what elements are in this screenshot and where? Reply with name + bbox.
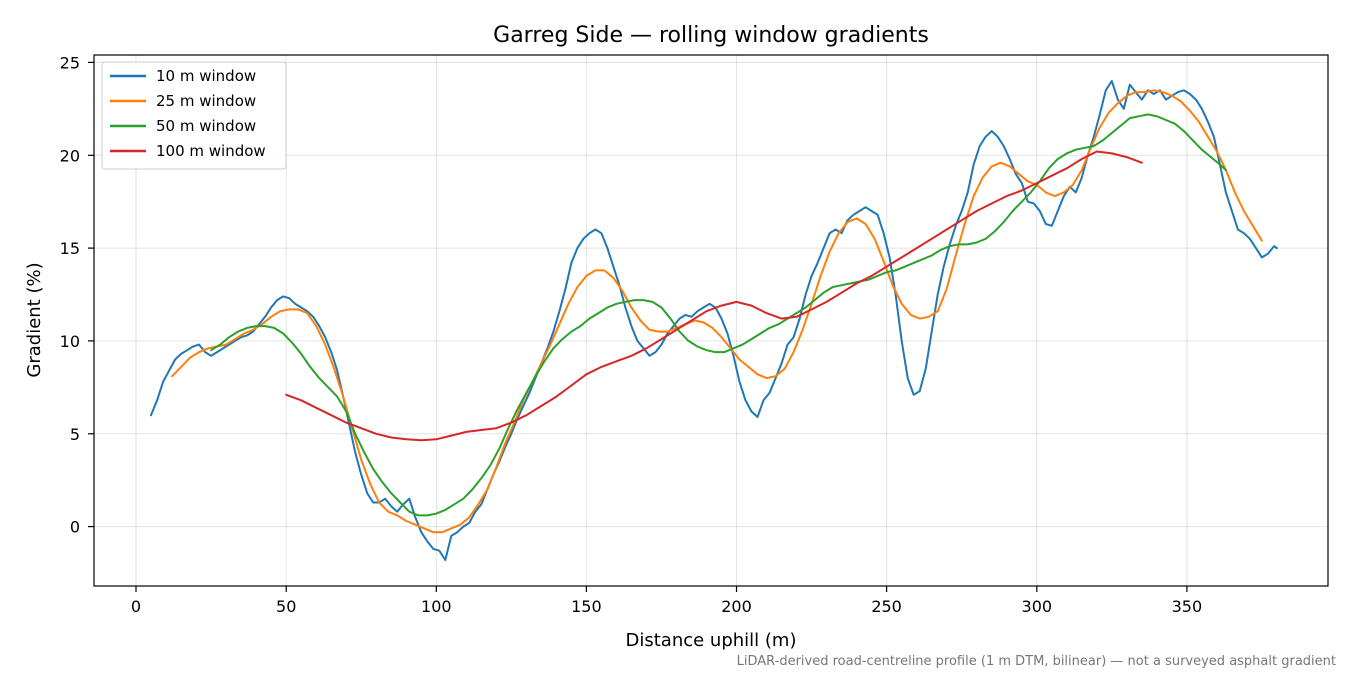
plot-frame [93, 54, 1329, 587]
x-tick-label: 100 [421, 597, 452, 616]
x-tick-label: 200 [721, 597, 752, 616]
x-tick-label: 250 [871, 597, 902, 616]
chart-title: Garreg Side — rolling window gradients [493, 23, 929, 48]
x-axis-label: Distance uphill (m) [626, 630, 797, 651]
y-tick-label: 0 [70, 518, 80, 537]
x-tick-label: 300 [1022, 597, 1053, 616]
legend-label-1: 10 m window [156, 67, 256, 85]
y-tick-label: 5 [70, 425, 80, 444]
x-tick-label: 0 [131, 597, 141, 616]
legend-label-2: 25 m window [156, 92, 256, 110]
y-tick-label: 10 [60, 332, 80, 351]
y-tick-label: 25 [60, 53, 80, 72]
series-line-2 [171, 89, 1263, 534]
footnote: LiDAR-derived road-centreline profile (1… [737, 654, 1336, 669]
y-tick-label: 20 [60, 146, 80, 165]
x-tick-label: 150 [571, 597, 602, 616]
x-tick-label: 50 [276, 597, 296, 616]
x-tick-label: 350 [1172, 597, 1203, 616]
series-lines [150, 80, 1278, 561]
legend: 10 m window 25 m window 50 m window 100 m w… [101, 61, 287, 170]
y-axis-label: Gradient (%) [24, 262, 45, 377]
legend-label-3: 50 m window [156, 117, 256, 135]
series-line-3 [210, 113, 1227, 517]
y-tick-label: 15 [60, 239, 80, 258]
series-line-4 [285, 150, 1143, 442]
axis-ticks: 0 50 100 150 200 250 300 350 0 5 10 15 20 25 [60, 53, 1203, 616]
legend-box [101, 61, 287, 170]
legend-label-4: 100 m window [156, 142, 266, 160]
